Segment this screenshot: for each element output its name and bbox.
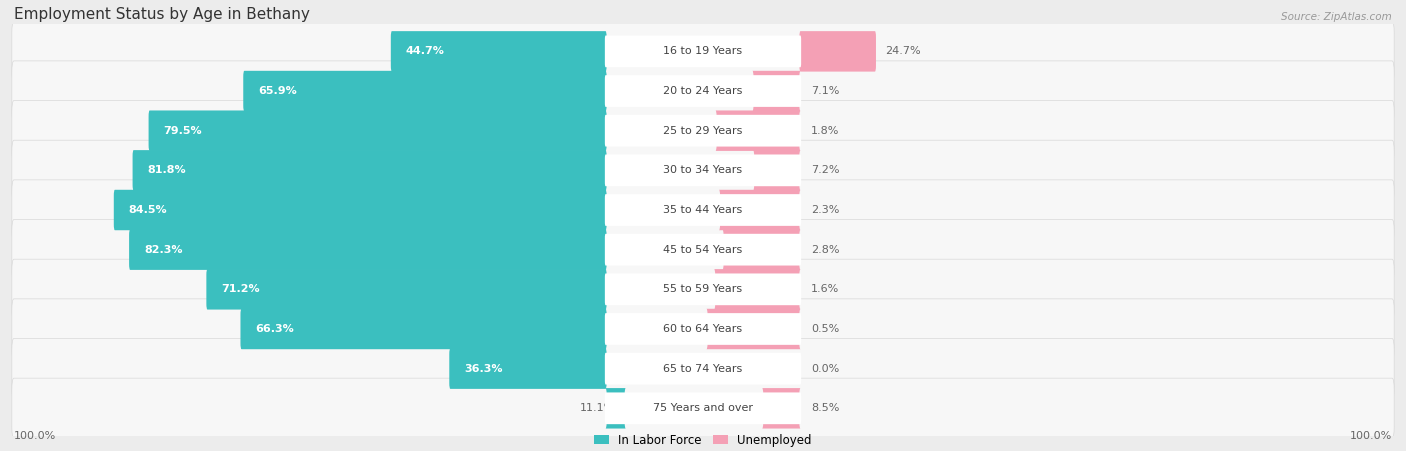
- Text: 36.3%: 36.3%: [464, 364, 503, 373]
- FancyBboxPatch shape: [716, 110, 800, 151]
- FancyBboxPatch shape: [606, 388, 626, 428]
- FancyBboxPatch shape: [605, 392, 801, 424]
- Text: 24.7%: 24.7%: [886, 46, 921, 56]
- Text: 55 to 59 Years: 55 to 59 Years: [664, 284, 742, 295]
- Text: 82.3%: 82.3%: [143, 245, 183, 255]
- Text: 2.3%: 2.3%: [811, 205, 839, 215]
- FancyBboxPatch shape: [762, 388, 800, 428]
- FancyBboxPatch shape: [450, 349, 606, 389]
- Text: 71.2%: 71.2%: [221, 284, 260, 295]
- Text: 65 to 74 Years: 65 to 74 Years: [664, 364, 742, 373]
- FancyBboxPatch shape: [11, 140, 1395, 201]
- FancyBboxPatch shape: [706, 309, 800, 349]
- FancyBboxPatch shape: [605, 36, 801, 67]
- FancyBboxPatch shape: [605, 234, 801, 266]
- FancyBboxPatch shape: [714, 269, 800, 309]
- FancyBboxPatch shape: [114, 190, 606, 230]
- FancyBboxPatch shape: [391, 31, 606, 72]
- FancyBboxPatch shape: [240, 309, 606, 349]
- Text: 7.2%: 7.2%: [811, 166, 839, 175]
- FancyBboxPatch shape: [11, 180, 1395, 240]
- Text: 84.5%: 84.5%: [129, 205, 167, 215]
- Text: 30 to 34 Years: 30 to 34 Years: [664, 166, 742, 175]
- Text: 100.0%: 100.0%: [1350, 431, 1392, 441]
- FancyBboxPatch shape: [11, 259, 1395, 319]
- FancyBboxPatch shape: [132, 150, 606, 191]
- Text: 81.8%: 81.8%: [148, 166, 186, 175]
- FancyBboxPatch shape: [800, 31, 876, 72]
- Text: 100.0%: 100.0%: [14, 431, 56, 441]
- FancyBboxPatch shape: [605, 194, 801, 226]
- FancyBboxPatch shape: [11, 339, 1395, 399]
- Text: 20 to 24 Years: 20 to 24 Years: [664, 86, 742, 96]
- FancyBboxPatch shape: [11, 220, 1395, 280]
- Text: 1.6%: 1.6%: [811, 284, 839, 295]
- FancyBboxPatch shape: [718, 190, 800, 230]
- Text: 75 Years and over: 75 Years and over: [652, 403, 754, 413]
- Text: 1.8%: 1.8%: [811, 126, 839, 136]
- FancyBboxPatch shape: [754, 150, 800, 191]
- FancyBboxPatch shape: [605, 313, 801, 345]
- Text: 35 to 44 Years: 35 to 44 Years: [664, 205, 742, 215]
- FancyBboxPatch shape: [605, 75, 801, 107]
- FancyBboxPatch shape: [11, 299, 1395, 359]
- Text: 7.1%: 7.1%: [811, 86, 839, 96]
- FancyBboxPatch shape: [605, 353, 801, 385]
- Text: 0.5%: 0.5%: [811, 324, 839, 334]
- FancyBboxPatch shape: [752, 71, 800, 111]
- FancyBboxPatch shape: [605, 155, 801, 186]
- FancyBboxPatch shape: [605, 115, 801, 147]
- Text: 44.7%: 44.7%: [406, 46, 444, 56]
- Text: Employment Status by Age in Bethany: Employment Status by Age in Bethany: [14, 7, 309, 22]
- Text: 65.9%: 65.9%: [259, 86, 297, 96]
- Text: 66.3%: 66.3%: [256, 324, 294, 334]
- Text: 25 to 29 Years: 25 to 29 Years: [664, 126, 742, 136]
- Text: 60 to 64 Years: 60 to 64 Years: [664, 324, 742, 334]
- Text: 16 to 19 Years: 16 to 19 Years: [664, 46, 742, 56]
- Text: 0.0%: 0.0%: [811, 364, 839, 373]
- FancyBboxPatch shape: [243, 71, 606, 111]
- FancyBboxPatch shape: [129, 230, 606, 270]
- FancyBboxPatch shape: [11, 21, 1395, 82]
- FancyBboxPatch shape: [11, 101, 1395, 161]
- Legend: In Labor Force, Unemployed: In Labor Force, Unemployed: [595, 434, 811, 446]
- FancyBboxPatch shape: [207, 269, 606, 309]
- Text: 8.5%: 8.5%: [811, 403, 839, 413]
- Text: 11.1%: 11.1%: [581, 403, 616, 413]
- FancyBboxPatch shape: [11, 378, 1395, 438]
- Text: Source: ZipAtlas.com: Source: ZipAtlas.com: [1281, 12, 1392, 22]
- Text: 45 to 54 Years: 45 to 54 Years: [664, 245, 742, 255]
- FancyBboxPatch shape: [11, 61, 1395, 121]
- FancyBboxPatch shape: [723, 230, 800, 270]
- Text: 79.5%: 79.5%: [163, 126, 202, 136]
- FancyBboxPatch shape: [605, 273, 801, 305]
- Text: 2.8%: 2.8%: [811, 245, 839, 255]
- FancyBboxPatch shape: [149, 110, 606, 151]
